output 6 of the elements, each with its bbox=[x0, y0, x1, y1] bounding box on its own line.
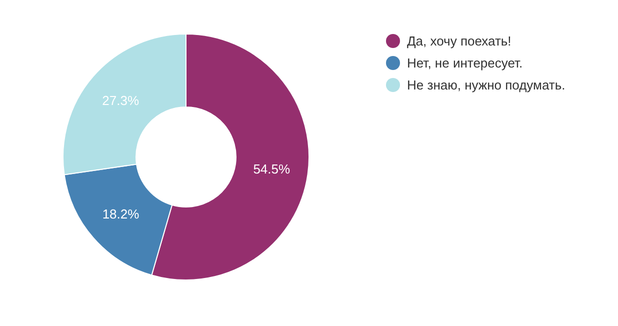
legend-label: Нет, не интересует. bbox=[407, 56, 523, 71]
legend-label: Не знаю, нужно подумать. bbox=[407, 78, 566, 93]
data-label: 54.5% bbox=[253, 162, 290, 177]
data-label: 18.2% bbox=[102, 206, 140, 222]
legend-label: Да, хочу поехать! bbox=[407, 34, 512, 49]
data-label: 27.3% bbox=[102, 92, 140, 108]
